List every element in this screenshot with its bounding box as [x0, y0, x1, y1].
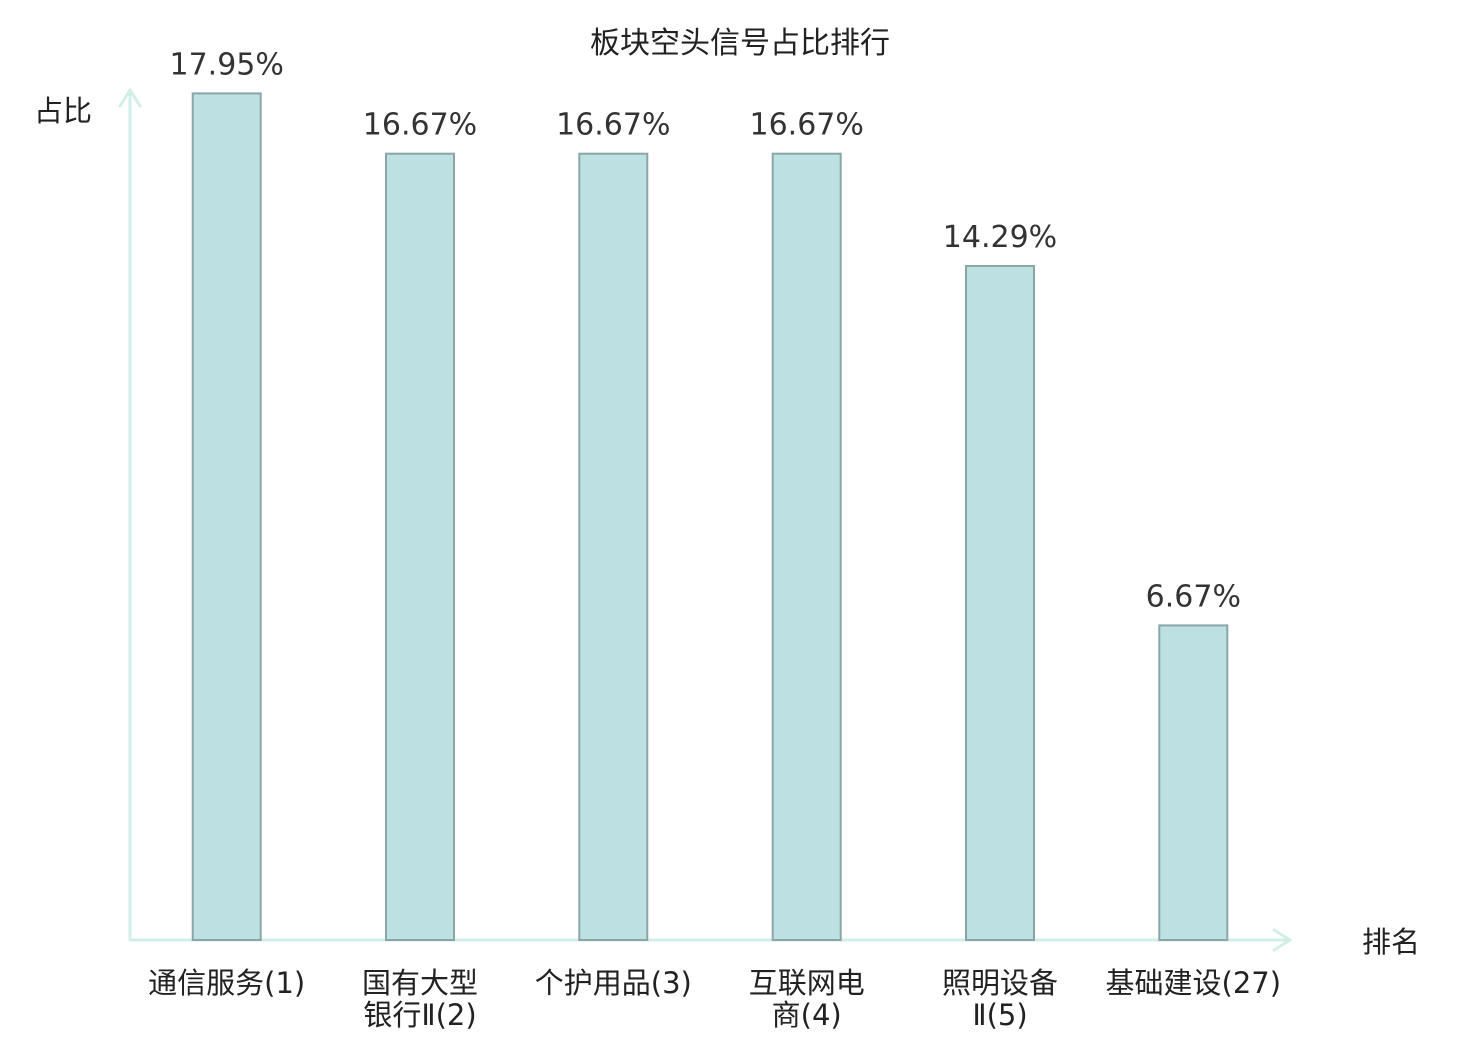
bars	[191, 92, 1229, 942]
category-label-5: 照明设备 Ⅱ(5)	[942, 966, 1058, 1032]
data-label-5: 14.29%	[943, 220, 1057, 255]
axes	[118, 88, 1292, 952]
bar-2	[385, 152, 455, 941]
data-labels: 17.95% 16.67% 16.67% 16.67% 14.29% 6.67%	[170, 47, 1241, 614]
category-label-1: 通信服务(1)	[148, 966, 305, 1000]
bar-3	[578, 152, 649, 941]
category-label-3: 个护用品(3)	[535, 966, 692, 1000]
category-label-2: 国有大型银行Ⅱ(2)	[362, 966, 478, 1032]
data-label-2: 16.67%	[363, 108, 477, 143]
bar-4	[771, 152, 842, 941]
category-label-4: 互联网电商(4)	[749, 966, 865, 1032]
category-labels: 通信服务(1) 国有大型银行Ⅱ(2) 个护用品(3) 互联网电商(4) 照明设备 Ⅱ(5)…	[148, 966, 1281, 1032]
x-axis-label: 排名	[1362, 925, 1420, 959]
data-label-3: 16.67%	[556, 108, 670, 143]
category-label-6: 基础建设(27)	[1106, 966, 1282, 1000]
data-label-6: 6.67%	[1146, 579, 1241, 614]
bar-1	[191, 92, 262, 941]
y-axis-label: 占比	[34, 94, 92, 128]
bar-6	[1158, 624, 1229, 942]
data-label-4: 16.67%	[750, 108, 864, 143]
data-label-1: 17.95%	[170, 47, 284, 82]
y-axis-arrow-icon	[118, 88, 142, 108]
bar-5	[965, 265, 1035, 941]
chart-title: 板块空头信号占比排行	[590, 26, 890, 61]
x-axis-arrow-icon	[1272, 928, 1292, 952]
